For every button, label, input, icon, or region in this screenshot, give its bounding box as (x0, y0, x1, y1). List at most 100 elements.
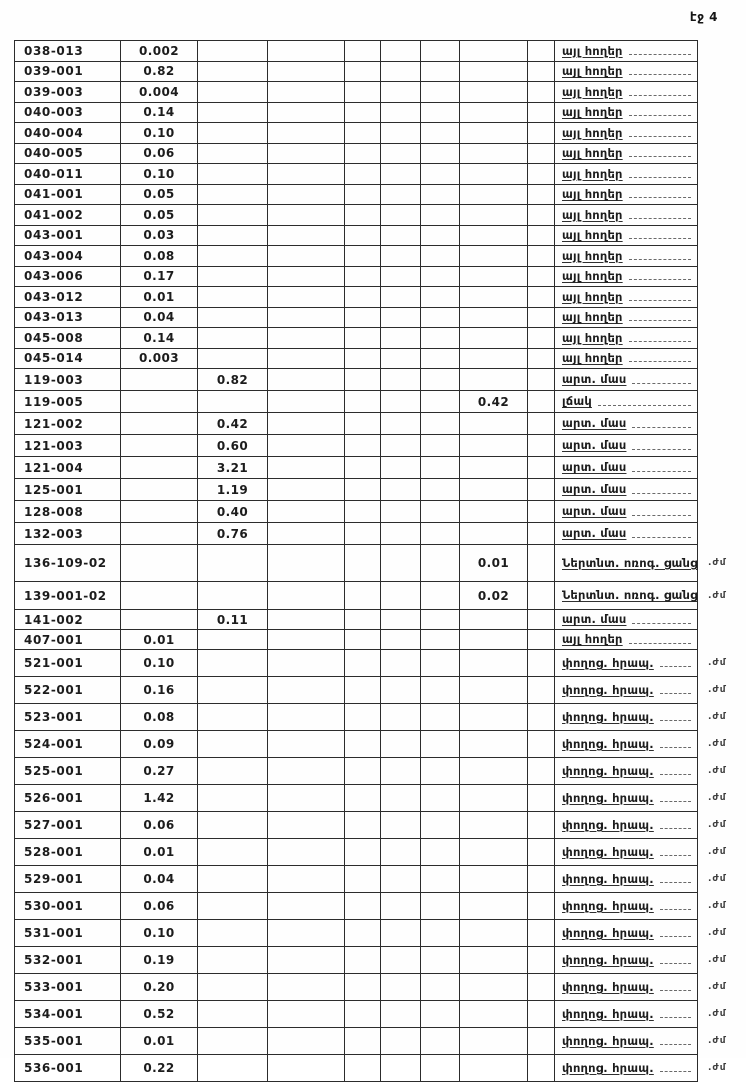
parcel-id-cell: 141-002 (14, 609, 121, 630)
margin-note-cell (698, 328, 740, 349)
table-row: 041-001 0.05 այլ հողեր (14, 183, 740, 205)
dashed-ruling-line (628, 176, 691, 178)
parcel-id-cell: 132-003 (14, 522, 121, 545)
empty-col5-cell (344, 1054, 381, 1082)
value-col3-cell: 1.19 (197, 478, 268, 501)
parcel-id-cell: 521-001 (14, 649, 121, 677)
empty-col5-cell (344, 478, 381, 501)
value-col2-cell: 1.42 (120, 784, 198, 812)
empty-col6-cell (380, 60, 421, 82)
margin-note-cell (698, 225, 740, 246)
dashed-ruling-line (659, 1043, 691, 1046)
empty-col5-cell (344, 60, 381, 82)
value-col2-cell (120, 500, 198, 523)
land-type-wrap: արտ. մաս (562, 526, 693, 540)
margin-note-cell: .ժմ (708, 874, 727, 884)
land-type-wrap: այլ հողեր (562, 126, 693, 140)
parcel-id-cell: 522-001 (14, 676, 121, 704)
table-row: 527-001 0.06 փողոց. հրապ. .ժմ (14, 811, 740, 839)
table-row: 530-001 0.06 փողոց. հրապ. .ժմ (14, 892, 740, 920)
land-type-cell: այլ հողեր (554, 81, 698, 103)
dashed-ruling-line (632, 470, 691, 472)
parcel-id-cell: 139-001-02 (14, 581, 121, 610)
margin-note-cell (698, 391, 740, 413)
dashed-ruling-line (628, 340, 691, 342)
parcel-id-cell: 119-003 (14, 368, 121, 391)
value-col2-cell (120, 412, 198, 435)
parcel-id-cell: 040-005 (14, 142, 121, 164)
land-type-wrap: արտ. մաս (562, 504, 693, 518)
parcel-id-cell: 041-001 (14, 183, 121, 205)
land-type-cell: այլ հողեր (554, 306, 698, 328)
land-type-cell: փողոց. հրապ. (554, 1027, 698, 1055)
land-type-label: փողոց. հրապ. (562, 844, 654, 859)
empty-col6-cell (380, 703, 421, 731)
empty-col5-cell (344, 142, 381, 164)
empty-col7-cell (420, 609, 460, 630)
land-type-wrap: փողոց. հրապ. (562, 737, 693, 751)
dashed-ruling-line (628, 217, 691, 219)
empty-col9-cell (527, 122, 555, 144)
empty-col7-cell (420, 183, 460, 205)
value-col8-cell (459, 347, 528, 369)
empty-col4-cell (267, 865, 345, 893)
land-type-wrap: այլ հողեր (562, 331, 693, 345)
value-col3-cell (197, 101, 268, 123)
empty-col9-cell (527, 946, 555, 974)
table-row: 528-001 0.01 փողոց. հրապ. .ժմ (14, 838, 740, 866)
value-col3-cell (197, 973, 268, 1001)
parcel-id-cell: 040-004 (14, 122, 121, 144)
empty-col7-cell (420, 265, 460, 287)
land-type-wrap: փողոց. հրապ. (562, 710, 693, 724)
empty-col9-cell (527, 838, 555, 866)
parcel-id-cell: 526-001 (14, 784, 121, 812)
empty-col6-cell (380, 919, 421, 947)
empty-col4-cell (267, 811, 345, 839)
table-row: 535-001 0.01 փողոց. հրապ. .ժմ (14, 1027, 740, 1055)
empty-col4-cell (267, 946, 345, 974)
empty-col6-cell (380, 500, 421, 523)
empty-col7-cell (420, 973, 460, 1001)
value-col2-cell: 0.01 (120, 286, 198, 308)
empty-col5-cell (344, 40, 381, 62)
table-row: 125-001 1.19 արտ. մաս (14, 478, 740, 501)
value-col8-cell (459, 500, 528, 523)
empty-col4-cell (267, 122, 345, 144)
margin-note-cell: .ժմ (708, 955, 727, 965)
margin-note-cell (698, 287, 740, 308)
value-col8-cell (459, 204, 528, 226)
empty-col4-cell (267, 973, 345, 1001)
empty-col7-cell (420, 629, 460, 650)
value-col2-cell: 0.19 (120, 946, 198, 974)
land-type-cell: փողոց. հրապ. (554, 1054, 698, 1082)
value-col3-cell (197, 265, 268, 287)
empty-col9-cell (527, 757, 555, 785)
land-type-label: փողոց. հրապ. (562, 925, 654, 940)
margin-note-cell (698, 413, 740, 435)
margin-note-cell: .ժմ (708, 685, 727, 695)
empty-col6-cell (380, 101, 421, 123)
margin-note-cell: .ժմ (708, 558, 727, 568)
dashed-ruling-line (632, 622, 691, 624)
value-col8-cell (459, 919, 528, 947)
land-type-cell: փողոց. հրապ. (554, 811, 698, 839)
value-col2-cell (120, 368, 198, 391)
value-col3-cell (197, 390, 268, 413)
margin-note-cell (698, 184, 740, 205)
empty-col9-cell (527, 224, 555, 246)
empty-col6-cell (380, 347, 421, 369)
empty-col5-cell (344, 122, 381, 144)
value-col8-cell (459, 40, 528, 62)
empty-col6-cell (380, 676, 421, 704)
land-type-wrap: արտ. մաս (562, 482, 693, 496)
empty-col5-cell (344, 919, 381, 947)
empty-col4-cell (267, 703, 345, 731)
land-type-label: այլ հողեր (562, 248, 623, 263)
value-col8-cell (459, 865, 528, 893)
value-col8-cell (459, 609, 528, 630)
empty-col7-cell (420, 122, 460, 144)
margin-note-cell (698, 266, 740, 287)
empty-col9-cell (527, 142, 555, 164)
empty-col7-cell (420, 865, 460, 893)
value-col8-cell (459, 629, 528, 650)
